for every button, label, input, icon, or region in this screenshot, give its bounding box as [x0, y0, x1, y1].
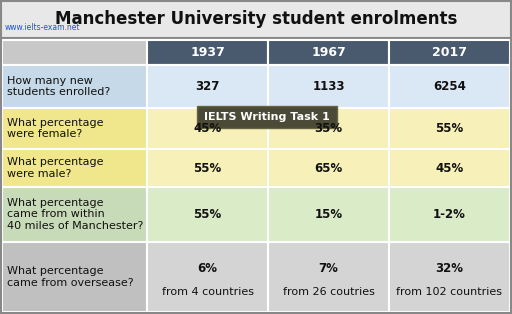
Text: What percentage
were female?: What percentage were female?: [7, 118, 103, 139]
Text: 35%: 35%: [314, 122, 343, 135]
Bar: [268, 187, 389, 241]
Text: 45%: 45%: [194, 122, 222, 135]
Text: 65%: 65%: [314, 162, 343, 175]
Text: 1967: 1967: [311, 46, 346, 59]
Bar: [268, 108, 389, 149]
Text: 15%: 15%: [314, 208, 343, 221]
Text: from 4 countries: from 4 countries: [161, 287, 253, 297]
Text: 1-2%: 1-2%: [433, 208, 466, 221]
Bar: [147, 149, 268, 187]
Text: 55%: 55%: [194, 208, 222, 221]
Text: 32%: 32%: [436, 262, 463, 275]
Text: 45%: 45%: [435, 162, 464, 175]
Text: 2017: 2017: [432, 46, 467, 59]
Text: 1937: 1937: [190, 46, 225, 59]
Text: 6%: 6%: [198, 262, 218, 275]
Text: What percentage
came from oversease?: What percentage came from oversease?: [7, 266, 134, 288]
Text: www.ielts-exam.net: www.ielts-exam.net: [5, 23, 80, 32]
Text: 55%: 55%: [194, 162, 222, 175]
Bar: [147, 65, 268, 108]
Text: 55%: 55%: [435, 122, 464, 135]
Bar: [268, 241, 389, 312]
Bar: [197, 106, 337, 128]
Bar: [389, 187, 510, 241]
Bar: [2, 65, 147, 108]
Text: 327: 327: [195, 80, 220, 93]
Text: from 102 countries: from 102 countries: [396, 287, 502, 297]
Bar: [0, 0, 512, 38]
Text: How many new
students enrolled?: How many new students enrolled?: [7, 76, 110, 97]
Bar: [389, 149, 510, 187]
Bar: [268, 65, 389, 108]
Text: 1133: 1133: [312, 80, 345, 93]
Bar: [389, 40, 510, 65]
Text: What percentage
were male?: What percentage were male?: [7, 157, 103, 179]
Bar: [147, 40, 268, 65]
Bar: [389, 65, 510, 108]
Bar: [389, 108, 510, 149]
Bar: [147, 241, 268, 312]
Text: 6254: 6254: [433, 80, 466, 93]
Text: from 26 coutries: from 26 coutries: [283, 287, 374, 297]
Text: What percentage
came from within
40 miles of Manchester?: What percentage came from within 40 mile…: [7, 198, 143, 231]
Text: 7%: 7%: [318, 262, 338, 275]
Bar: [147, 108, 268, 149]
Bar: [389, 241, 510, 312]
Bar: [147, 187, 268, 241]
Bar: [2, 187, 147, 241]
Text: Manchester University student enrolments: Manchester University student enrolments: [55, 10, 457, 28]
Bar: [268, 149, 389, 187]
Text: IELTS Writing Task 1: IELTS Writing Task 1: [204, 112, 330, 122]
Bar: [2, 241, 147, 312]
Bar: [268, 40, 389, 65]
Bar: [2, 40, 147, 65]
Bar: [2, 149, 147, 187]
Bar: [2, 108, 147, 149]
